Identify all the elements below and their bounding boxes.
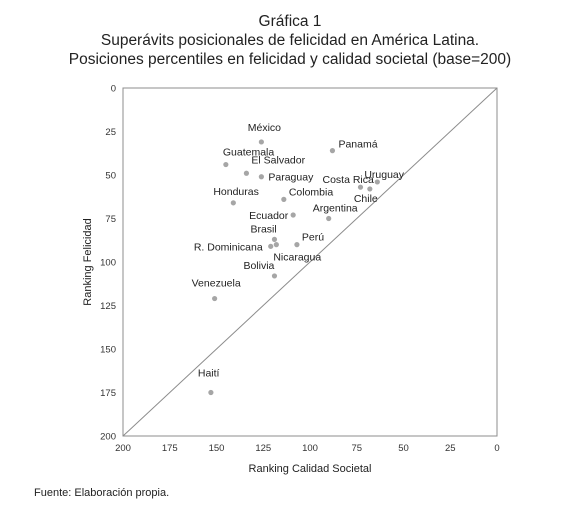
data-point bbox=[243, 170, 250, 176]
point-label: Guatemala bbox=[223, 147, 275, 159]
chart-title-line-1: Gráfica 1 bbox=[258, 13, 322, 30]
point-label: Honduras bbox=[213, 186, 259, 198]
chart-title: Gráfica 1 Superávits posicionales de fel… bbox=[0, 12, 580, 69]
data-point bbox=[208, 389, 214, 396]
y-tick-label: 100 bbox=[100, 258, 116, 269]
source-footnote: Fuente: Elaboración propia. bbox=[34, 487, 170, 499]
data-point bbox=[357, 184, 364, 190]
y-axis-title: Ranking Felicidad bbox=[82, 218, 94, 305]
data-point bbox=[230, 200, 236, 206]
y-tick-label: 175 bbox=[100, 388, 116, 399]
point-label: El Salvador bbox=[251, 154, 305, 166]
data-point bbox=[326, 215, 332, 222]
y-tick-label: 25 bbox=[105, 127, 116, 138]
data-point bbox=[271, 273, 278, 279]
data-point bbox=[268, 243, 274, 249]
point-label: Perú bbox=[302, 232, 324, 244]
point-label: Venezuela bbox=[192, 278, 241, 290]
chart-title-line-2: Superávits posicionales de felicidad en … bbox=[100, 32, 480, 49]
x-tick-label: 75 bbox=[351, 443, 362, 454]
y-tick-label: 75 bbox=[105, 214, 116, 225]
point-label: Brasil bbox=[250, 223, 276, 235]
point-label: Ecuador bbox=[249, 210, 289, 222]
data-point bbox=[258, 139, 264, 145]
y-tick-label: 200 bbox=[100, 432, 116, 443]
data-point bbox=[294, 242, 300, 248]
y-tick-label: 125 bbox=[100, 301, 116, 312]
y-tick-label: 150 bbox=[100, 345, 116, 356]
data-point bbox=[290, 212, 296, 218]
data-point bbox=[258, 174, 264, 180]
point-label: Costa Rica bbox=[322, 174, 374, 186]
point-label: R. Dominicana bbox=[194, 241, 263, 253]
point-label: Nicaragua bbox=[273, 252, 321, 264]
data-point bbox=[329, 148, 336, 154]
data-point bbox=[271, 236, 278, 242]
point-label: Panamá bbox=[338, 139, 377, 151]
x-tick-label: 100 bbox=[302, 443, 318, 454]
point-label: Uruguay bbox=[364, 169, 404, 181]
point-label: Argentina bbox=[313, 203, 358, 215]
point-label: Bolivia bbox=[243, 260, 274, 272]
x-tick-label: 25 bbox=[445, 443, 456, 454]
data-point bbox=[367, 186, 373, 192]
point-label: Chile bbox=[354, 193, 378, 205]
x-tick-label: 0 bbox=[494, 443, 499, 454]
y-tick-label: 0 bbox=[111, 84, 116, 95]
x-tick-label: 200 bbox=[115, 443, 131, 454]
x-tick-label: 150 bbox=[209, 443, 225, 454]
x-tick-label: 50 bbox=[398, 443, 409, 454]
point-label: Paraguay bbox=[268, 172, 314, 184]
chart-title-line-3: Posiciones percentiles en felicidad y ca… bbox=[68, 51, 512, 68]
plot-area-border bbox=[122, 87, 498, 437]
y-tick-label: 50 bbox=[105, 171, 116, 182]
data-point bbox=[212, 295, 218, 302]
point-label: Haití bbox=[198, 368, 220, 380]
data-point bbox=[223, 161, 229, 168]
x-axis-title: Ranking Calidad Societal bbox=[249, 463, 372, 475]
point-label: Colombia bbox=[289, 186, 334, 198]
diagonal-reference-line bbox=[122, 87, 498, 437]
point-label: México bbox=[248, 122, 281, 134]
data-point bbox=[273, 242, 279, 248]
x-tick-label: 125 bbox=[255, 443, 271, 454]
data-point bbox=[281, 196, 287, 202]
data-point bbox=[374, 179, 380, 185]
x-tick-label: 175 bbox=[162, 443, 178, 454]
